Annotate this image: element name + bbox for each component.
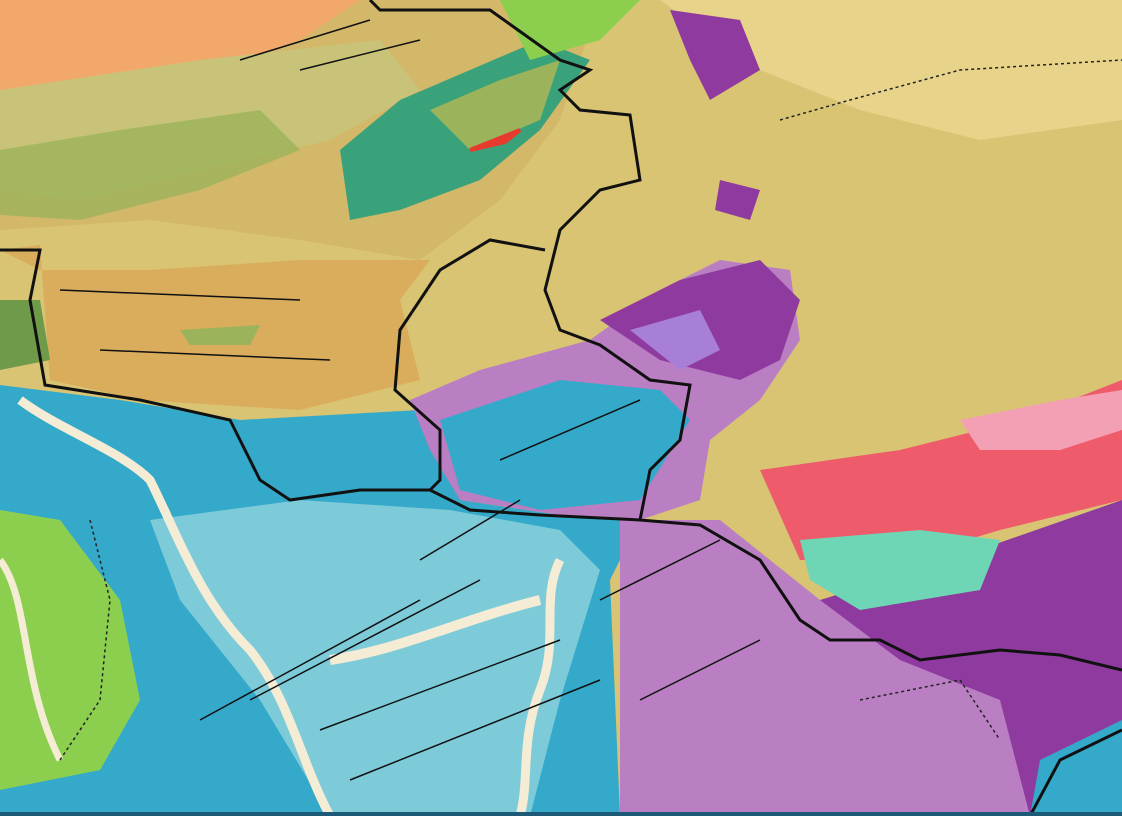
green-ridge-unit xyxy=(0,110,300,220)
mint-unit xyxy=(800,530,1000,610)
river xyxy=(515,557,565,816)
province-border xyxy=(1028,728,1122,816)
blue-southeast-unit xyxy=(1030,720,1122,816)
green-hills-unit xyxy=(430,60,560,150)
pink-unit xyxy=(960,390,1122,450)
purple-spot xyxy=(715,180,760,220)
province-border xyxy=(393,238,546,492)
province-border xyxy=(0,248,641,522)
green-patch xyxy=(180,325,260,345)
province-border xyxy=(368,0,1122,672)
lavender-unit xyxy=(630,310,720,370)
purple-south-unit xyxy=(620,520,1122,816)
red-intrusion xyxy=(469,128,522,152)
river xyxy=(0,557,64,762)
blue-central-unit xyxy=(440,380,690,510)
river xyxy=(329,595,542,665)
bottom-bar xyxy=(0,812,1122,816)
light-blue-unit xyxy=(150,500,600,816)
river xyxy=(17,396,334,816)
fault-lines xyxy=(59,19,761,781)
purple-north-unit xyxy=(670,10,760,100)
green-west-patch xyxy=(0,300,50,370)
prefecture-border xyxy=(59,59,1122,761)
loess-basin-unit xyxy=(0,245,430,410)
lime-unit-north xyxy=(500,0,640,60)
north-plateau-unit xyxy=(660,0,1122,140)
